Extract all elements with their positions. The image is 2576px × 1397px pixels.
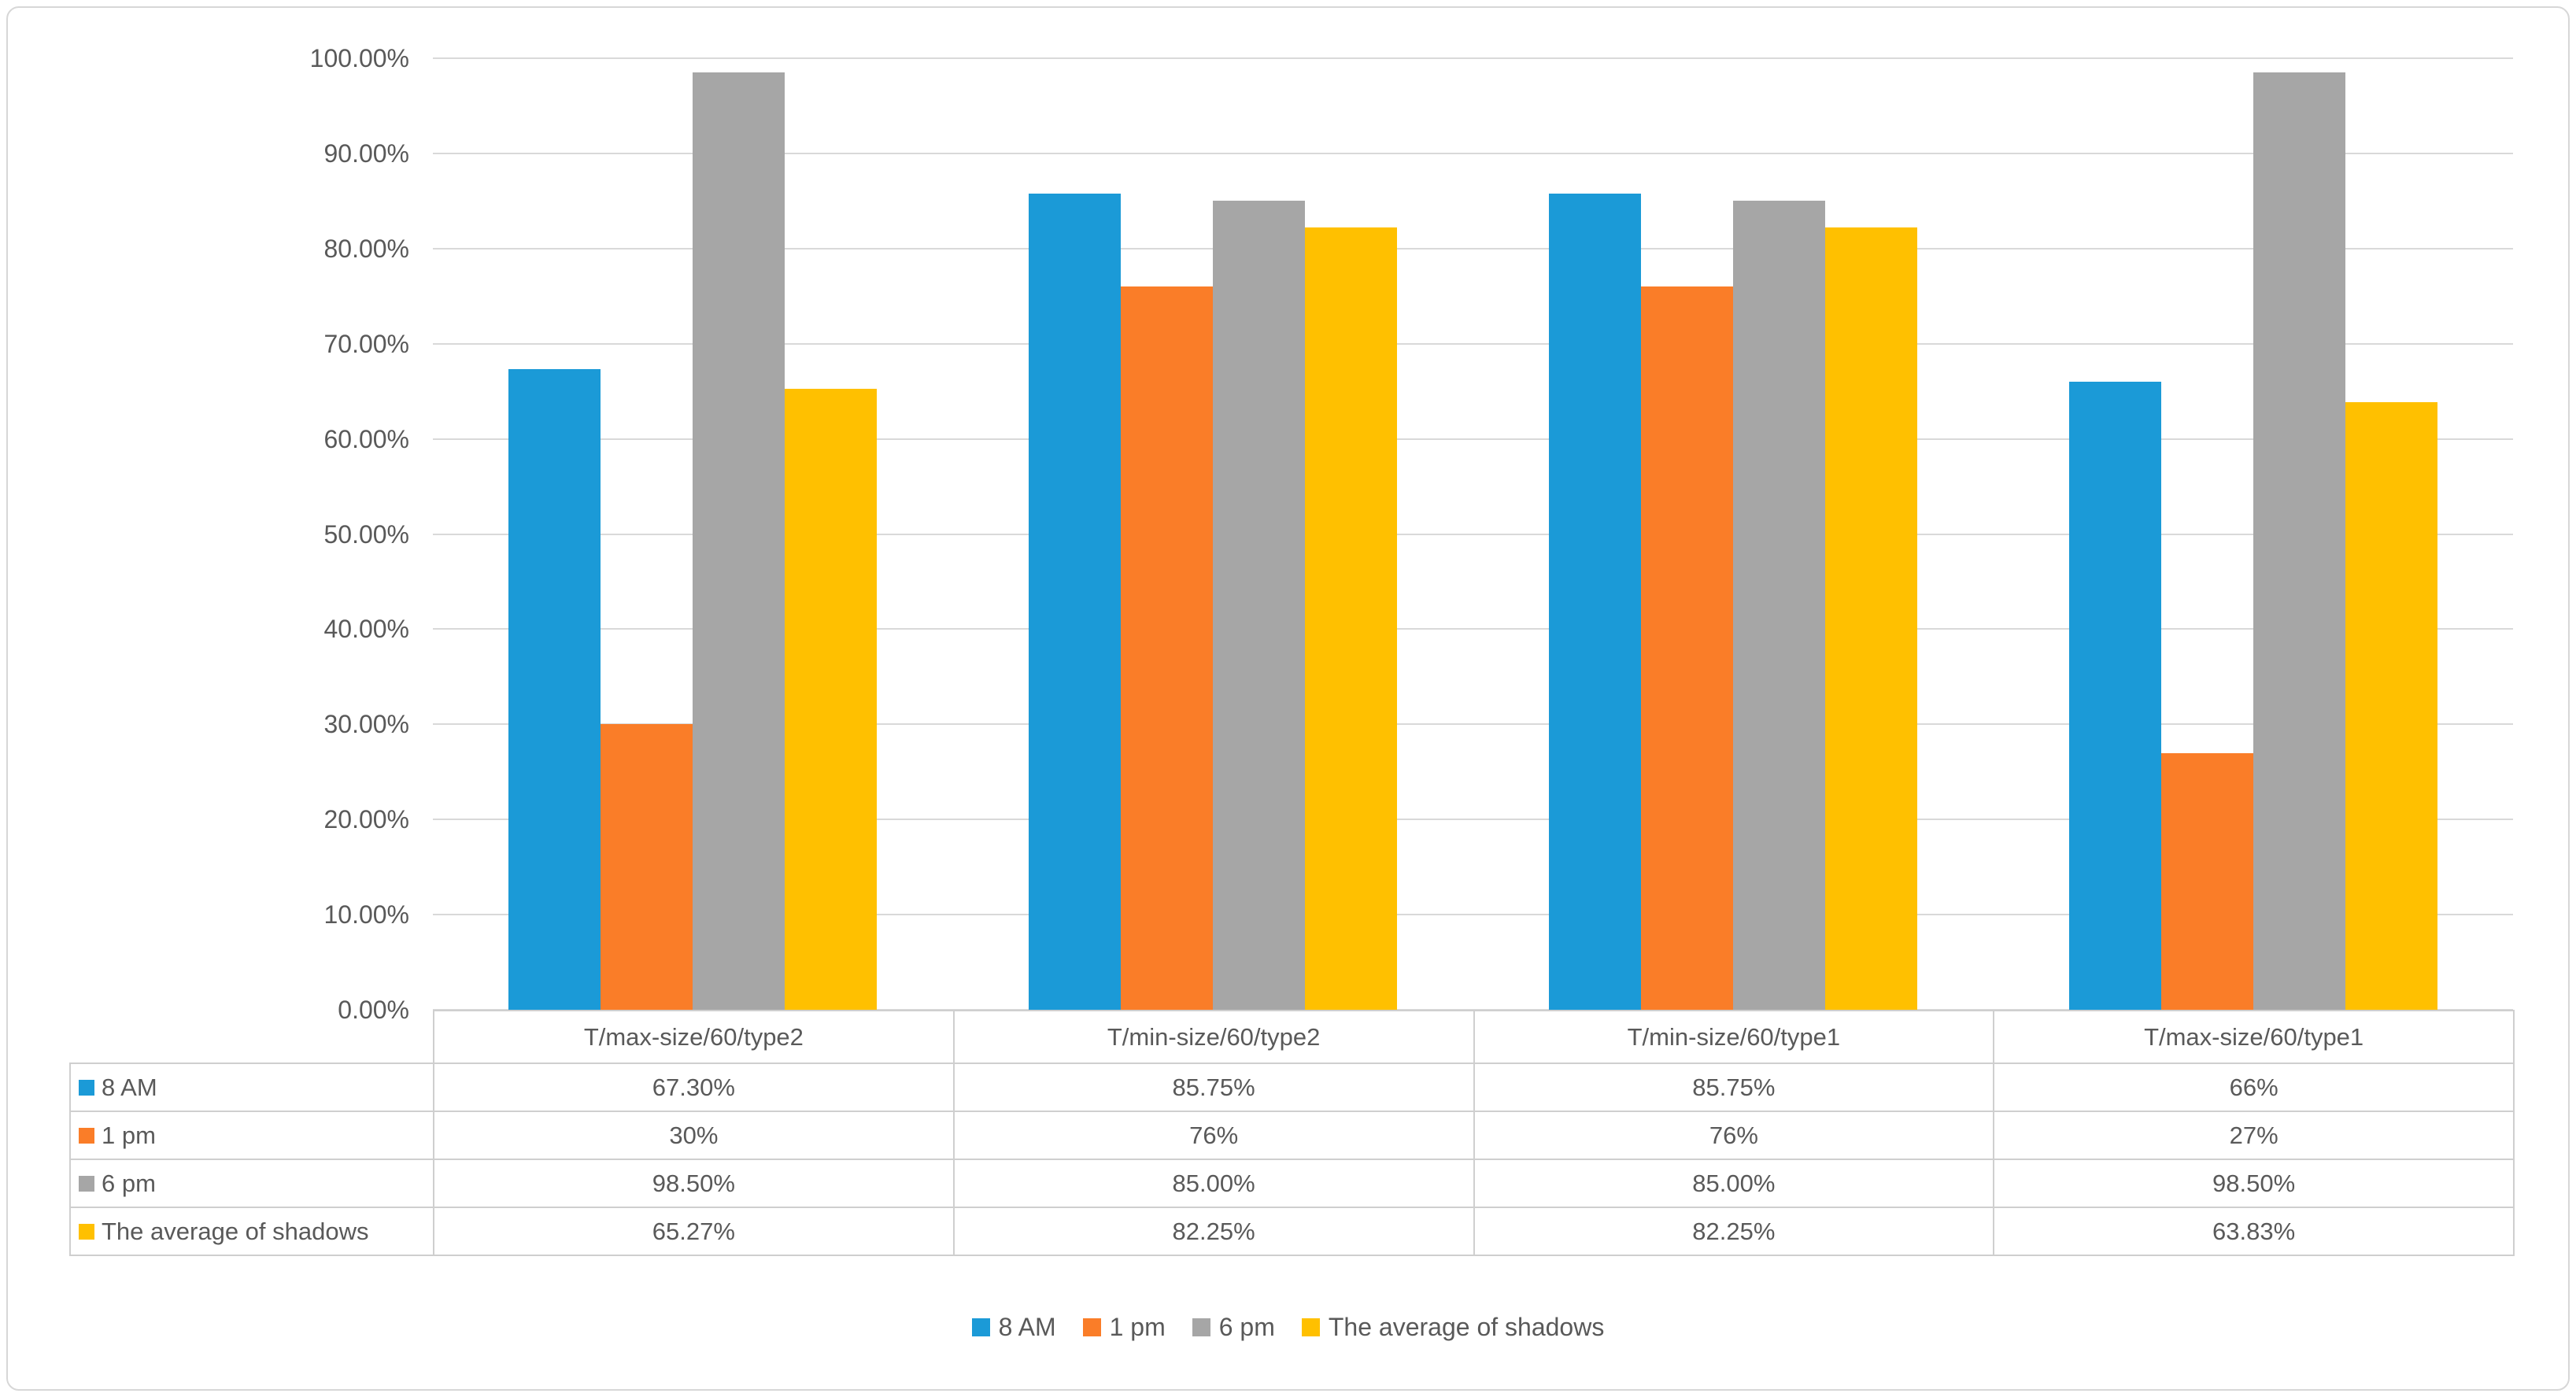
table-value-cell: 85.75% (1473, 1063, 1995, 1112)
y-axis-tick-label: 60.00% (323, 424, 409, 453)
chart-legend: 8 AM 1 pm 6 pm The average of shadows (0, 1308, 2576, 1346)
table-value-cell: 98.50% (433, 1159, 955, 1208)
table-value-cell: 98.50% (1993, 1159, 2515, 1208)
table-value-cell: 67.30% (433, 1063, 955, 1112)
legend-label: 1 pm (1109, 1312, 1166, 1341)
table-value-cell: 85.00% (1473, 1159, 1995, 1208)
legend-swatch-icon (1192, 1318, 1210, 1336)
bar-6-pm-cat3 (1732, 201, 1825, 1010)
bar-1-pm-cat3 (1640, 286, 1733, 1010)
y-axis-tick-label: 90.00% (323, 139, 409, 168)
gridline (433, 438, 2513, 440)
table-row: 6 pm 98.50% 85.00% 85.00% 98.50% (69, 1159, 2515, 1208)
gridline (433, 57, 2513, 59)
table-row: The average of shadows 65.27% 82.25% 82.25%… (69, 1207, 2515, 1256)
y-axis-tick-label: 0.00% (338, 996, 409, 1024)
table-value-cell: 30% (433, 1111, 955, 1160)
legend-item: 8 AM (971, 1312, 1056, 1342)
gridline (433, 152, 2513, 154)
bar-6-pm-cat4 (2253, 72, 2345, 1010)
table-corner-cell (70, 1011, 434, 1063)
legend-item: The average of shadows (1301, 1312, 1605, 1342)
gridline (433, 342, 2513, 345)
legend-swatch-icon (971, 1318, 990, 1336)
series-swatch-icon (79, 1080, 94, 1096)
gridline (433, 723, 2513, 726)
table-category-header: T/max-size/60/type1 (1993, 1010, 2515, 1064)
table-value-cell: 82.25% (952, 1207, 1475, 1256)
legend-swatch-icon (1082, 1318, 1101, 1336)
legend-label: The average of shadows (1328, 1312, 1605, 1341)
gridline (433, 819, 2513, 821)
table-value-cell: 85.75% (952, 1063, 1475, 1112)
table-category-header: T/max-size/60/type2 (433, 1010, 955, 1064)
gridline (433, 628, 2513, 630)
bar-8-am-cat2 (1029, 194, 1122, 1010)
table-row: 1 pm 30% 76% 76% 27% (69, 1111, 2515, 1160)
table-value-cell: 65.27% (433, 1207, 955, 1256)
legend-item: 6 pm (1192, 1313, 1275, 1342)
gridline (433, 533, 2513, 535)
table-series-label-cell: The average of shadows (69, 1207, 434, 1256)
series-name: 6 pm (102, 1170, 156, 1198)
y-axis-tick-label: 70.00% (323, 329, 409, 358)
bar-8-am-cat3 (1548, 194, 1641, 1010)
legend-label: 6 pm (1218, 1312, 1275, 1341)
y-axis-tick-label: 80.00% (323, 234, 409, 263)
y-axis-tick-label: 100.00% (309, 44, 409, 72)
series-name: The average of shadows (102, 1218, 369, 1246)
table-series-label-cell: 1 pm (69, 1111, 434, 1160)
bar-6-pm-cat1 (693, 72, 785, 1010)
series-swatch-icon (79, 1176, 94, 1192)
y-axis-tick-label: 10.00% (323, 900, 409, 929)
legend-item: 1 pm (1082, 1312, 1166, 1342)
legend-label: 8 AM (998, 1312, 1056, 1341)
table-value-cell: 82.25% (1473, 1207, 1995, 1256)
y-axis-tick-label: 40.00% (323, 615, 409, 644)
series-name: 8 AM (102, 1074, 157, 1102)
table-value-cell: 85.00% (952, 1159, 1475, 1208)
table-series-label-cell: 8 AM (69, 1063, 434, 1112)
table-value-cell: 27% (1993, 1111, 2515, 1160)
table-header-row: T/max-size/60/type2 T/min-size/60/type2 T/… (70, 1010, 2515, 1064)
table-value-cell: 63.83% (1993, 1207, 2515, 1256)
bar-8-am-cat4 (2068, 382, 2161, 1010)
bar-the-average-of-shadows-cat1 (785, 388, 878, 1010)
y-axis-tick-label: 20.00% (323, 805, 409, 834)
bar-1-pm-cat4 (2160, 752, 2253, 1010)
table-value-cell: 76% (952, 1111, 1475, 1160)
table-value-cell: 76% (1473, 1111, 1995, 1160)
gridline (433, 914, 2513, 916)
bar-the-average-of-shadows-cat3 (1824, 227, 1917, 1010)
gridline (433, 1009, 2513, 1011)
bar-6-pm-cat2 (1213, 201, 1306, 1010)
table-series-label-cell: 6 pm (69, 1159, 434, 1208)
bar-1-pm-cat1 (601, 724, 693, 1010)
y-axis-tick-label: 30.00% (323, 710, 409, 739)
bar-1-pm-cat2 (1121, 286, 1214, 1010)
gridline (433, 247, 2513, 249)
series-swatch-icon (79, 1224, 94, 1240)
bar-8-am-cat1 (508, 369, 601, 1010)
table-category-header: T/min-size/60/type1 (1473, 1010, 1995, 1064)
table-value-cell: 66% (1993, 1063, 2515, 1112)
legend-swatch-icon (1301, 1318, 1320, 1336)
bar-the-average-of-shadows-cat2 (1305, 227, 1398, 1010)
bar-the-average-of-shadows-cat4 (2345, 402, 2437, 1010)
table-row: 8 AM 67.30% 85.75% 85.75% 66% (69, 1063, 2515, 1112)
y-axis-tick-label: 50.00% (323, 519, 409, 549)
chart-data-table: T/max-size/60/type2 T/min-size/60/type2 T/… (69, 1010, 2515, 1256)
table-category-header: T/min-size/60/type2 (952, 1010, 1475, 1064)
series-name: 1 pm (102, 1122, 156, 1150)
series-swatch-icon (79, 1128, 94, 1144)
